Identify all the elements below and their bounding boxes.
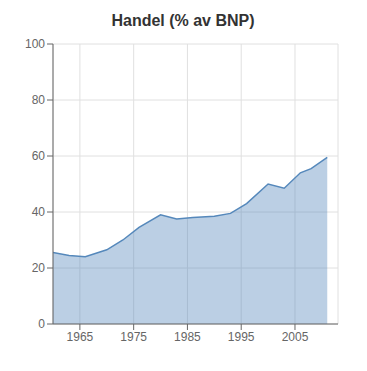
svg-text:100: 100 [25, 37, 45, 51]
svg-text:80: 80 [32, 93, 46, 107]
svg-text:2005: 2005 [282, 330, 309, 344]
svg-text:40: 40 [32, 205, 46, 219]
svg-text:60: 60 [32, 149, 46, 163]
svg-text:0: 0 [38, 317, 45, 331]
svg-text:1985: 1985 [174, 330, 201, 344]
html-text:Handel (% av BNP): Handel (% av BNP) [111, 12, 255, 29]
svg-text:1975: 1975 [120, 330, 147, 344]
svg-text:1995: 1995 [228, 330, 255, 344]
svg-text:1965: 1965 [67, 330, 94, 344]
svg-text:20: 20 [32, 261, 46, 275]
